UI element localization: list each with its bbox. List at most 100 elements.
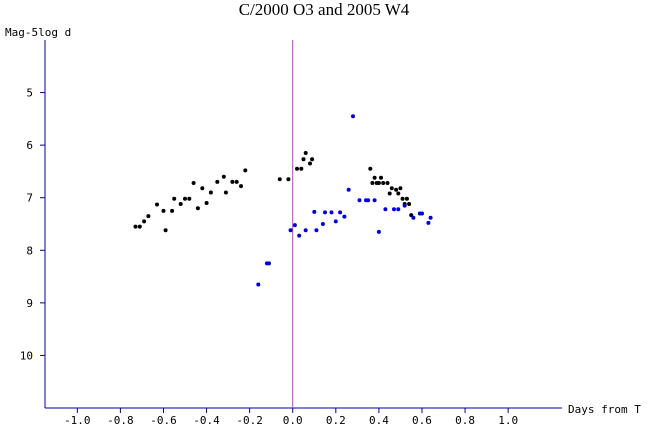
data-point-blue	[357, 198, 362, 203]
data-point-blue	[312, 209, 317, 214]
data-point-black	[295, 166, 299, 171]
data-point-black	[368, 166, 373, 171]
data-point-blue	[402, 203, 407, 208]
x-tick-label: 0.8	[455, 414, 475, 427]
data-point-black	[187, 196, 192, 201]
y-tick-label: 7	[26, 192, 33, 205]
data-point-black	[170, 208, 175, 213]
data-point-black	[286, 177, 291, 182]
data-point-blue	[428, 215, 433, 220]
data-point-black	[137, 224, 142, 229]
data-point-blue	[372, 198, 377, 203]
data-point-blue	[256, 282, 261, 287]
data-point-black	[379, 175, 383, 180]
data-point-black	[243, 168, 248, 173]
y-tick-label: 10	[20, 349, 33, 362]
axes	[44, 40, 562, 409]
data-point-black	[215, 179, 220, 184]
data-point-black	[301, 157, 306, 162]
data-point-black	[155, 202, 159, 207]
data-point-black	[400, 196, 405, 201]
data-point-black	[200, 186, 205, 191]
data-point-black	[234, 179, 239, 184]
x-tick-label: -0.8	[107, 414, 134, 427]
data-point-blue	[392, 207, 396, 212]
data-point-blue	[338, 210, 343, 215]
data-point-blue	[346, 187, 351, 192]
data-point-blue	[342, 214, 347, 219]
y-axis-label: Mag-5log d	[5, 26, 71, 39]
x-tick-label: 0.4	[369, 414, 389, 427]
x-tick-label: -0.4	[193, 414, 220, 427]
data-point-black	[191, 181, 196, 185]
x-tick-label: 1.0	[498, 414, 518, 427]
data-point-black	[204, 201, 209, 205]
x-tick-label: 0.2	[326, 414, 346, 427]
x-tick-label: -1.0	[64, 414, 91, 427]
y-tick-label: 6	[26, 139, 33, 152]
data-point-black	[208, 190, 213, 195]
data-point-blue	[329, 210, 334, 215]
data-point-black	[310, 157, 315, 162]
data-point-blue	[288, 228, 293, 233]
data-point-blue	[292, 223, 297, 228]
data-point-black	[404, 196, 409, 201]
data-point-black	[277, 177, 282, 182]
x-ticks: -1.0 -0.8 -0.6 -0.4 -0.2 0.0 0.2 0.4 0.6 0.8 1.0	[64, 408, 518, 427]
data-point-blue	[323, 210, 327, 215]
data-point-black	[398, 186, 403, 191]
data-point-blue	[366, 198, 371, 203]
data-point-black	[376, 181, 381, 185]
data-points	[133, 114, 433, 287]
data-point-black	[163, 228, 168, 233]
x-tick-label: 0.0	[283, 414, 303, 427]
y-tick-label: 8	[26, 244, 33, 257]
data-point-black	[396, 191, 401, 196]
data-point-black	[299, 166, 304, 171]
data-point-black	[407, 202, 412, 206]
y-tick-label: 9	[26, 297, 33, 310]
data-point-black	[183, 196, 187, 201]
data-point-blue	[383, 207, 388, 212]
data-point-black	[142, 219, 147, 224]
data-point-black	[223, 190, 228, 195]
data-point-black	[303, 151, 308, 155]
x-tick-label: -0.6	[150, 414, 177, 427]
x-axis-label: Days from T	[568, 403, 641, 416]
data-point-blue	[426, 220, 431, 225]
data-point-blue	[297, 233, 302, 238]
data-point-black	[133, 224, 138, 229]
data-point-black	[308, 161, 312, 166]
y-ticks: 5 6 7 8 9 10	[20, 87, 45, 362]
data-point-black	[370, 181, 375, 185]
data-point-black	[146, 214, 151, 219]
data-point-black	[161, 208, 166, 213]
data-point-black	[372, 175, 377, 180]
data-point-black	[387, 191, 392, 196]
data-point-black	[385, 181, 390, 185]
data-point-black	[389, 186, 394, 191]
data-point-blue	[333, 219, 338, 224]
data-point-black	[394, 187, 399, 192]
data-point-blue	[376, 229, 381, 234]
data-point-blue	[351, 114, 355, 119]
data-point-blue	[420, 211, 424, 216]
y-tick-label: 5	[26, 87, 33, 100]
data-point-black	[381, 181, 386, 185]
chart-title: C/2000 O3 and 2005 W4	[239, 0, 410, 19]
data-point-black	[195, 206, 200, 211]
data-point-black	[239, 184, 243, 189]
data-point-black	[178, 202, 183, 206]
data-point-blue	[320, 222, 325, 226]
data-point-black	[230, 179, 235, 184]
data-point-black	[221, 174, 226, 179]
data-point-blue	[411, 215, 416, 220]
data-point-black	[172, 196, 177, 201]
data-point-blue	[267, 261, 271, 266]
data-point-blue	[396, 207, 401, 212]
x-tick-label: -0.2	[236, 414, 263, 427]
data-point-blue	[314, 228, 319, 233]
data-point-blue	[303, 228, 308, 233]
x-tick-label: 0.6	[412, 414, 432, 427]
